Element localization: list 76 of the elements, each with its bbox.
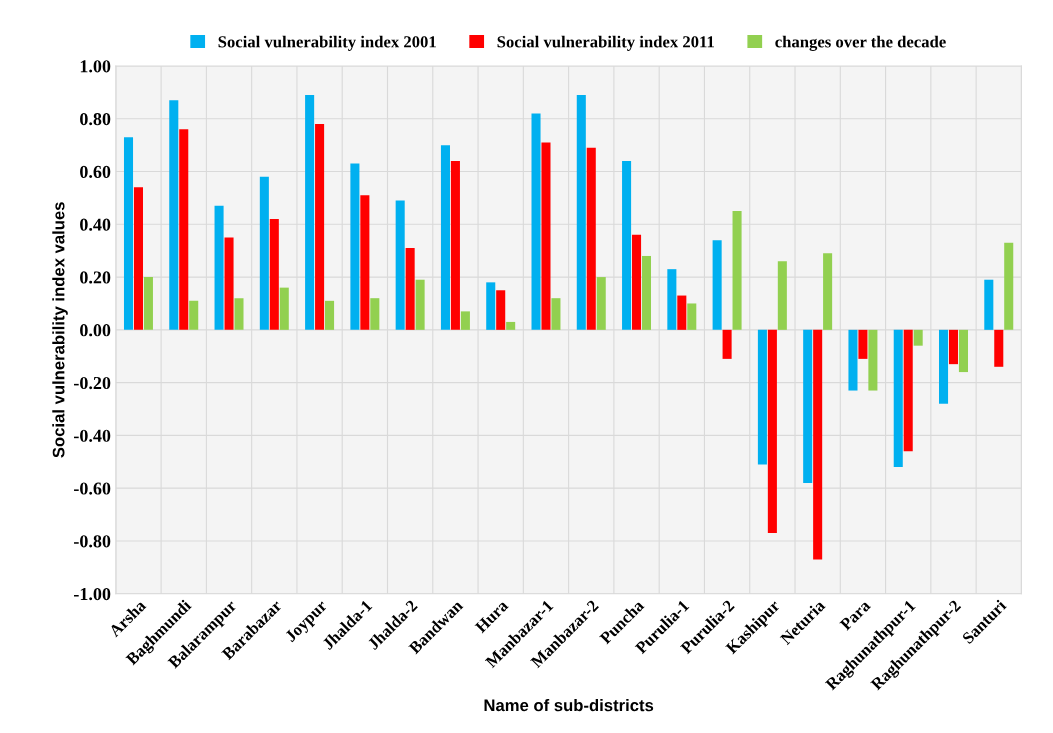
y-tick-label: 0.60: [80, 165, 111, 179]
bar: [687, 303, 697, 330]
bar: [531, 113, 541, 330]
bar: [234, 298, 244, 330]
y-tick-label: 0.40: [80, 218, 111, 231]
bar: [360, 195, 370, 330]
bar: [858, 329, 868, 359]
bar: [632, 234, 642, 330]
bar: [667, 269, 677, 330]
bar: [994, 329, 1004, 367]
bar: [576, 95, 586, 330]
bar: [189, 300, 199, 330]
bar: [677, 295, 687, 330]
bar: [903, 329, 913, 452]
bar: [269, 219, 279, 330]
bar: [803, 329, 813, 483]
y-axis-title: Social vulnerability index values: [52, 202, 68, 458]
bar: [939, 329, 949, 404]
bar: [948, 329, 959, 365]
legend-label: Social vulnerability index 2011: [497, 35, 714, 51]
bar: [596, 277, 606, 330]
bar: [224, 237, 234, 330]
bar: [123, 137, 134, 330]
bar: [541, 142, 551, 330]
bar: [732, 211, 742, 330]
bar: [405, 248, 415, 330]
bar: [622, 160, 632, 330]
bar: [305, 95, 315, 330]
y-tick-label: -0.20: [74, 376, 111, 390]
bar: [913, 329, 923, 346]
legend-label: changes over the decade: [775, 35, 946, 51]
bar: [722, 329, 732, 359]
bar: [641, 255, 652, 330]
bar: [259, 176, 269, 330]
y-tick-label: -0.60: [74, 482, 111, 495]
bar: [712, 240, 722, 330]
bar: [350, 163, 360, 330]
bar: [893, 329, 903, 468]
bar: [169, 100, 179, 330]
bar: [179, 129, 189, 330]
y-tick-label: 1.00: [80, 60, 111, 73]
bar: [325, 300, 335, 330]
bar: [450, 160, 460, 330]
bar: [496, 290, 506, 330]
bar: [315, 124, 325, 330]
bar: [848, 329, 858, 391]
y-tick-label: -0.40: [74, 429, 111, 442]
bar: [868, 329, 878, 391]
bar: [757, 329, 767, 465]
bar: [214, 205, 224, 330]
bar: [415, 279, 425, 330]
y-tick-label: -0.80: [74, 535, 111, 548]
bar: [777, 261, 787, 330]
bar: [984, 279, 994, 330]
y-tick-label: 0.00: [80, 324, 111, 337]
bar: [813, 329, 823, 560]
y-tick-label: -1.00: [74, 587, 111, 601]
bar: [486, 282, 496, 330]
y-tick-label: 0.80: [80, 113, 111, 126]
bar: [460, 311, 470, 330]
x-axis-title: Name of sub-districts: [484, 698, 654, 712]
bar: [440, 145, 450, 330]
bar: [506, 321, 516, 330]
bar: [586, 147, 596, 330]
bar: [370, 298, 380, 330]
bar: [767, 329, 777, 534]
bar: [133, 187, 143, 330]
bar: [551, 298, 561, 330]
legend-label: Social vulnerability index 2001: [218, 35, 436, 51]
bar: [1004, 242, 1014, 330]
y-tick-label: 0.20: [80, 271, 111, 284]
bar: [823, 253, 833, 330]
bar: [958, 329, 968, 373]
bar: [279, 287, 289, 330]
bar: [395, 200, 405, 330]
bar: [143, 277, 153, 330]
